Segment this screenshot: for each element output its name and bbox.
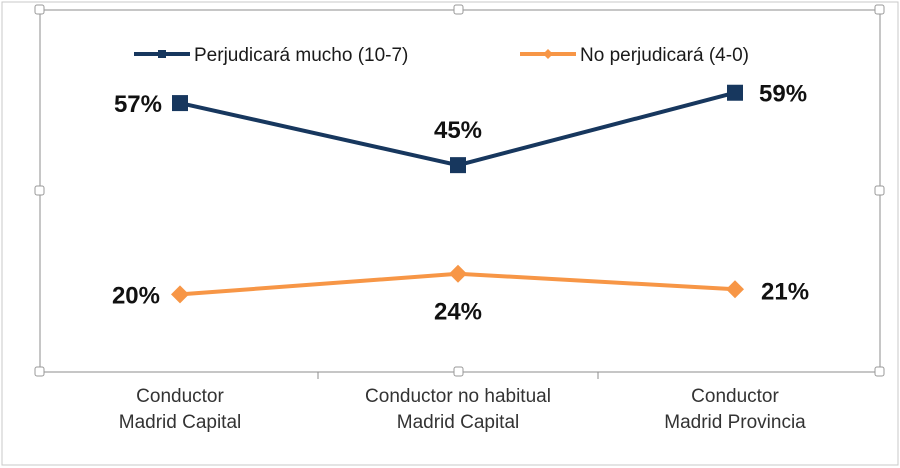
data-label: 21% <box>761 278 809 305</box>
legend: Perjudicará mucho (10-7) No perjudicará (… <box>134 45 749 66</box>
data-point-marker <box>726 280 744 299</box>
data-label: 24% <box>434 299 482 326</box>
x-tick-label: Madrid Provincia <box>664 412 806 433</box>
data-point-marker <box>172 95 188 112</box>
x-axis-labels: Conductor Madrid Capital Conductor no habi… <box>119 386 806 433</box>
data-label: 20% <box>112 282 160 309</box>
resize-handle[interactable] <box>874 4 885 15</box>
resize-handle[interactable] <box>453 366 464 377</box>
resize-handle[interactable] <box>874 366 885 377</box>
resize-handle[interactable] <box>34 4 45 15</box>
data-label: 45% <box>434 117 482 144</box>
resize-handle[interactable] <box>34 366 45 377</box>
x-tick-label: Conductor <box>691 386 779 407</box>
x-tick-label: Conductor <box>136 386 224 407</box>
data-label: 57% <box>114 91 162 118</box>
x-tick-label: Madrid Capital <box>119 412 242 433</box>
legend-label: Perjudicará mucho (10-7) <box>194 45 408 66</box>
resize-handle[interactable] <box>34 185 45 196</box>
data-label: 59% <box>759 81 807 108</box>
selection-handles[interactable] <box>34 4 885 377</box>
series-layer <box>171 84 744 304</box>
legend-swatch-marker <box>543 49 553 59</box>
resize-handle[interactable] <box>453 4 464 15</box>
data-point-marker <box>449 264 467 283</box>
legend-swatch-marker <box>158 50 166 58</box>
resize-handle[interactable] <box>874 185 885 196</box>
legend-label: No perjudicará (4-0) <box>580 45 749 66</box>
x-tick-label: Conductor no habitual <box>365 386 551 407</box>
data-point-marker <box>450 157 466 174</box>
x-tick-label: Madrid Capital <box>397 412 520 433</box>
data-point-marker <box>171 285 189 304</box>
data-labels: 57% 45% 59% 20% 24% 21% <box>112 81 809 326</box>
data-point-marker <box>727 84 743 101</box>
